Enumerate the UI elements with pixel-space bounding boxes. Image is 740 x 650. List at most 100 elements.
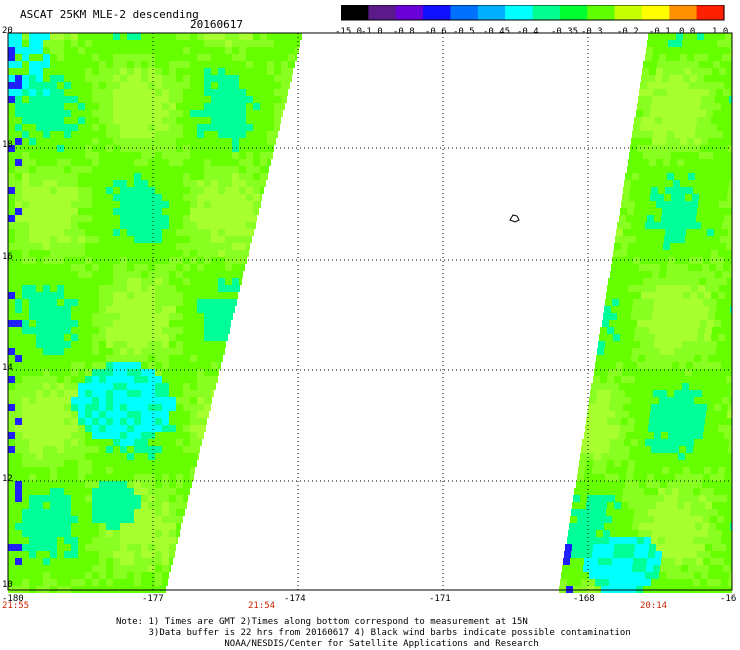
wind-cell [658, 362, 665, 369]
wind-cell [688, 264, 695, 271]
wind-cell [64, 418, 71, 425]
wind-cell [134, 418, 141, 425]
wind-cell [120, 446, 127, 453]
wind-cell [232, 110, 239, 117]
wind-cell [646, 89, 653, 96]
wind-cell [683, 117, 690, 124]
wind-cell [106, 96, 113, 103]
wind-cell [232, 194, 239, 201]
wind-cell [232, 264, 239, 271]
wind-cell [127, 397, 134, 404]
wind-cell [36, 236, 43, 243]
wind-cell [619, 257, 626, 264]
wind-cell [190, 292, 197, 299]
wind-cell [591, 383, 598, 390]
wind-cell [50, 243, 57, 250]
wind-cell [141, 418, 148, 425]
wind-cell [57, 579, 64, 586]
wind-cell [8, 131, 15, 138]
wind-cell [57, 320, 64, 327]
wind-cell [630, 145, 637, 152]
wind-cell [671, 453, 678, 460]
wind-cell [141, 194, 148, 201]
wind-cell [586, 460, 593, 467]
wind-cell [246, 187, 253, 194]
wind-cell [267, 68, 274, 75]
wind-cell [589, 439, 596, 446]
wind-cell [728, 488, 732, 495]
wind-cell [8, 47, 15, 54]
wind-cell [197, 313, 204, 320]
wind-cell [106, 348, 113, 355]
wind-cell [690, 250, 697, 257]
wind-cell [609, 579, 616, 586]
wind-cell [183, 166, 190, 173]
wind-cell [274, 54, 281, 61]
wind-cell [134, 96, 141, 103]
wind-cell [113, 516, 120, 523]
wind-cell [689, 341, 696, 348]
wind-cell [711, 166, 718, 173]
wind-cell [606, 425, 613, 432]
wind-cell [641, 117, 648, 124]
wind-cell [8, 376, 15, 383]
wind-cell [43, 222, 50, 229]
wind-cell [260, 173, 267, 180]
wind-cell [707, 579, 714, 586]
wind-cell [635, 544, 642, 551]
wind-cell [636, 411, 643, 418]
wind-cell [141, 243, 148, 250]
wind-cell [15, 47, 22, 54]
wind-cell [134, 103, 141, 110]
wind-cell [15, 229, 22, 236]
wind-cell [232, 299, 237, 306]
wind-cell [162, 54, 169, 61]
wind-cell [148, 215, 155, 222]
wind-cell [141, 572, 148, 579]
wind-cell [15, 61, 22, 68]
wind-cell [85, 544, 92, 551]
wind-cell [162, 432, 169, 439]
wind-cell [183, 355, 190, 362]
wind-cell [155, 439, 162, 446]
wind-cell [725, 292, 732, 299]
wind-cell [85, 320, 92, 327]
wind-cell [36, 411, 43, 418]
wind-cell [57, 173, 64, 180]
wind-cell [43, 229, 50, 236]
wind-cell [635, 285, 642, 292]
wind-cell [43, 131, 50, 138]
wind-cell [113, 453, 120, 460]
wind-cell [614, 544, 621, 551]
wind-cell [8, 474, 15, 481]
wind-cell [603, 439, 610, 446]
wind-cell [169, 33, 176, 40]
wind-cell [127, 453, 134, 460]
wind-cell [36, 348, 43, 355]
wind-cell [92, 306, 99, 313]
wind-cell [654, 558, 661, 565]
wind-cell [92, 40, 99, 47]
wind-cell [71, 565, 78, 572]
wind-cell [668, 215, 675, 222]
wind-cell [169, 82, 176, 89]
wind-cell [120, 362, 127, 369]
wind-cell [85, 173, 92, 180]
wind-cell [183, 474, 190, 481]
wind-cell [22, 481, 29, 488]
wind-cell [155, 355, 162, 362]
wind-cell [29, 418, 36, 425]
wind-cell [197, 75, 204, 82]
wind-cell [120, 166, 127, 173]
wind-cell [134, 306, 141, 313]
wind-cell [628, 544, 635, 551]
wind-cell [704, 509, 711, 516]
wind-cell [155, 208, 162, 215]
wind-cell [92, 516, 99, 523]
wind-cell [85, 474, 92, 481]
wind-cell [204, 397, 211, 404]
wind-cell [664, 453, 671, 460]
wind-cell [169, 355, 176, 362]
wind-cell [22, 509, 29, 516]
wind-cell [694, 355, 701, 362]
